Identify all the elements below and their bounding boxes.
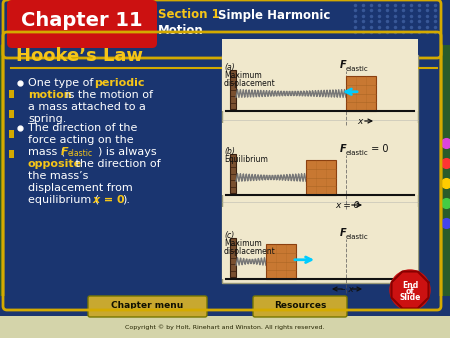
Bar xyxy=(230,238,236,277)
Text: One type of: One type of xyxy=(28,78,97,88)
Bar xyxy=(346,76,376,111)
Bar xyxy=(266,244,296,279)
Bar xyxy=(0,296,450,316)
Text: F: F xyxy=(340,60,346,70)
Text: the mass’s: the mass’s xyxy=(28,171,88,181)
Text: motion: motion xyxy=(28,90,72,100)
Text: End: End xyxy=(402,282,418,290)
Bar xyxy=(7,23,437,78)
Text: F: F xyxy=(61,147,68,157)
Text: F: F xyxy=(340,144,346,154)
Text: x = 0: x = 0 xyxy=(335,200,359,210)
Text: Simple Harmonic: Simple Harmonic xyxy=(218,8,330,22)
Text: F: F xyxy=(340,228,346,238)
Text: Section 1: Section 1 xyxy=(158,8,220,22)
Text: spring.: spring. xyxy=(28,114,67,124)
Bar xyxy=(222,39,418,111)
Text: Resources: Resources xyxy=(274,301,326,311)
Text: Hooke’s Law: Hooke’s Law xyxy=(16,47,143,65)
Text: = 0: = 0 xyxy=(100,195,125,205)
FancyBboxPatch shape xyxy=(3,42,441,310)
FancyBboxPatch shape xyxy=(253,296,347,317)
Text: Equilibrium: Equilibrium xyxy=(224,155,268,164)
Text: opposite: opposite xyxy=(28,159,82,169)
Bar xyxy=(306,160,336,195)
Bar xyxy=(0,316,450,338)
FancyBboxPatch shape xyxy=(3,0,441,58)
Bar xyxy=(222,55,418,283)
Bar xyxy=(222,207,418,279)
Text: displacement from: displacement from xyxy=(28,183,133,193)
Text: x: x xyxy=(92,195,99,205)
Bar xyxy=(9,130,14,138)
FancyBboxPatch shape xyxy=(88,296,207,317)
Text: of: of xyxy=(405,288,414,296)
FancyBboxPatch shape xyxy=(7,0,157,48)
Circle shape xyxy=(390,270,430,310)
Bar xyxy=(222,123,418,195)
Text: is the motion of: is the motion of xyxy=(62,90,153,100)
Text: equilibrium (: equilibrium ( xyxy=(28,195,99,205)
Text: force acting on the: force acting on the xyxy=(28,135,134,145)
Text: – x: – x xyxy=(341,285,353,293)
Text: (b): (b) xyxy=(224,147,235,156)
Text: mass (: mass ( xyxy=(28,147,65,157)
Text: (a): (a) xyxy=(224,63,234,72)
Text: Copyright © by Holt, Rinehart and Winston. All rights reserved.: Copyright © by Holt, Rinehart and Winsto… xyxy=(125,324,325,330)
Text: periodic: periodic xyxy=(94,78,144,88)
Text: displacement: displacement xyxy=(224,247,276,256)
Text: = 0: = 0 xyxy=(368,144,388,154)
Text: Chapter 11: Chapter 11 xyxy=(21,11,143,30)
Text: the direction of: the direction of xyxy=(72,159,161,169)
Bar xyxy=(9,90,14,98)
Text: displacement: displacement xyxy=(224,79,276,88)
Bar xyxy=(230,154,236,193)
Text: ) is always: ) is always xyxy=(98,147,157,157)
Text: ).: ). xyxy=(122,195,130,205)
Text: (c): (c) xyxy=(224,231,234,240)
Text: The direction of the: The direction of the xyxy=(28,123,137,133)
Text: elastic: elastic xyxy=(346,234,369,240)
Bar xyxy=(9,150,14,158)
Text: Maximum: Maximum xyxy=(224,71,262,80)
Text: Maximum: Maximum xyxy=(224,239,262,248)
Text: Slide: Slide xyxy=(399,293,421,303)
Text: a mass attached to a: a mass attached to a xyxy=(28,102,146,112)
Text: elastic: elastic xyxy=(346,66,369,72)
Text: elastic: elastic xyxy=(346,150,369,156)
Text: Chapter menu: Chapter menu xyxy=(111,301,183,311)
Text: x: x xyxy=(357,117,363,125)
Text: Motion: Motion xyxy=(158,24,204,37)
Bar xyxy=(0,0,450,45)
Bar xyxy=(9,110,14,118)
Bar xyxy=(230,70,236,109)
Text: elastic: elastic xyxy=(68,149,93,159)
